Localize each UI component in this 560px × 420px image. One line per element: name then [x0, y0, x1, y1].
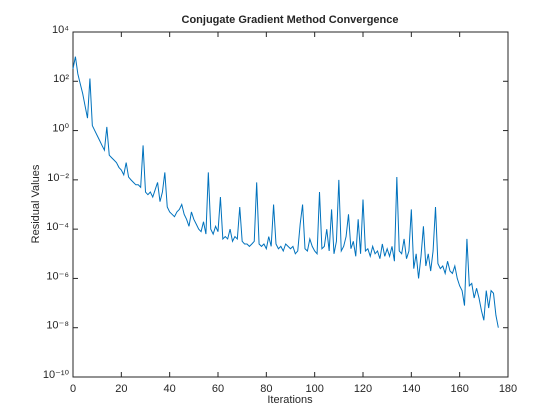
x-tick-label: 20 [115, 383, 127, 395]
x-tick-label: 60 [212, 383, 224, 395]
x-tick-label: 140 [402, 383, 420, 395]
x-tick-label: 40 [164, 383, 176, 395]
x-tick-label: 180 [499, 383, 517, 395]
y-tick-label: 10⁻⁸ [46, 320, 69, 332]
x-tick-label: 100 [305, 383, 323, 395]
chart-title: Conjugate Gradient Method Convergence [182, 14, 399, 26]
x-tick-label: 0 [70, 383, 76, 395]
x-tick-label: 80 [260, 383, 272, 395]
y-tick-label: 10⁻¹⁰ [43, 369, 70, 381]
y-tick-label: 10⁻⁶ [46, 270, 69, 282]
plot-frame [72, 31, 509, 378]
x-tick-label: 160 [450, 383, 468, 395]
x-axis-label: Iterations [267, 394, 313, 406]
y-tick-label: 10⁻² [47, 172, 69, 184]
y-tick-label: 10² [53, 73, 69, 85]
y-axis-label: Residual Values [30, 164, 42, 243]
y-tick-label: 10⁰ [52, 122, 69, 134]
y-tick-label: 10⁻⁴ [46, 221, 69, 233]
y-tick-label: 10⁴ [52, 24, 69, 36]
data-line [72, 56, 499, 328]
x-tick-label: 120 [354, 383, 372, 395]
